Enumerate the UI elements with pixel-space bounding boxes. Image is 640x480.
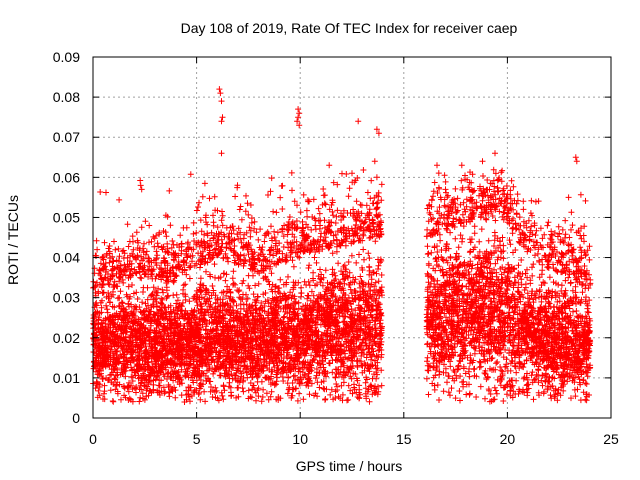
y-tick-label: 0.03 [53,290,80,306]
plot-frame [92,56,612,419]
x-tick-label: 25 [603,431,619,447]
x-tick-label: 10 [292,431,308,447]
y-tick-label: 0.01 [53,370,80,386]
x-axis-label: GPS time / hours [296,458,403,474]
data-points [90,86,594,405]
tick-layer: 0 5 10 15 20 25 0 0.01 0.02 0.03 0.04 0.05 0.06 0.07 0… [53,49,619,447]
y-tick-label: 0 [72,410,80,426]
y-tick-label: 0.08 [53,89,80,105]
y-tick-label: 0.05 [53,209,80,225]
roti-markers [90,86,594,405]
y-tick-label: 0.04 [53,250,80,266]
y-tick-label: 0.02 [53,330,80,346]
x-tick-label: 0 [89,431,97,447]
y-tick-label: 0.09 [53,49,80,65]
x-tick-label: 5 [193,431,201,447]
chart-title: Day 108 of 2019, Rate Of TEC Index for r… [181,20,518,36]
y-tick-label: 0.07 [53,129,80,145]
y-tick-label: 0.06 [53,169,80,185]
x-tick-label: 20 [500,431,516,447]
x-tick-label: 15 [396,431,412,447]
y-axis-label: ROTI / TECUs [5,195,21,285]
